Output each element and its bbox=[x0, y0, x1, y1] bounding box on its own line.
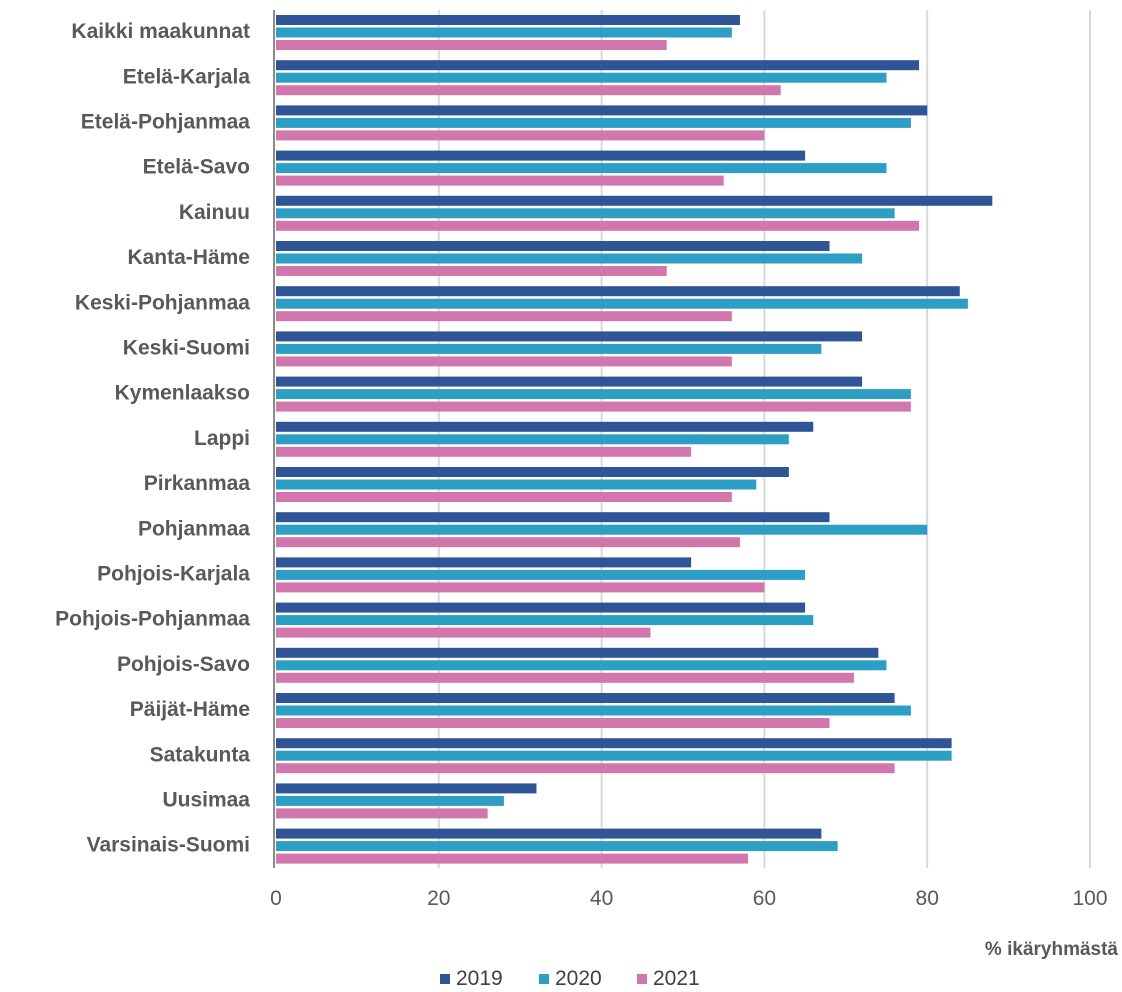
category-label: Etelä-Savo bbox=[143, 156, 250, 179]
bar-2019 bbox=[276, 738, 952, 749]
bar-2021 bbox=[276, 627, 651, 638]
legend-label: 2020 bbox=[555, 967, 602, 990]
bar-2021 bbox=[276, 266, 667, 276]
legend-swatch-2020 bbox=[539, 974, 549, 984]
bar-2020 bbox=[276, 705, 911, 716]
x-tick-labels: 0 20 40 60 80 100 bbox=[270, 887, 1107, 910]
bar-2019 bbox=[276, 557, 692, 568]
bar-2019 bbox=[276, 512, 830, 523]
bar-2019 bbox=[276, 105, 928, 116]
bar-2021 bbox=[276, 85, 781, 96]
bar-2019 bbox=[276, 331, 863, 342]
category-label: Pohjois-Pohjanmaa bbox=[55, 608, 250, 631]
bar-2020 bbox=[276, 343, 822, 354]
bar-2020 bbox=[276, 841, 838, 852]
category-label: Satakunta bbox=[150, 743, 251, 766]
bar-2019 bbox=[276, 241, 830, 251]
bar-2020 bbox=[276, 434, 789, 445]
bar-2021 bbox=[276, 401, 911, 412]
x-axis-title: % ikäryhmästä bbox=[985, 939, 1119, 960]
bar-2020 bbox=[276, 27, 732, 38]
category-labels: Kaikki maakunnat Etelä-Karjala Etelä-Pohja… bbox=[55, 20, 250, 857]
bar-2020 bbox=[276, 208, 895, 219]
x-tick-label: 100 bbox=[1072, 887, 1107, 910]
bar-2020 bbox=[276, 253, 863, 264]
bar-2019 bbox=[276, 693, 895, 703]
bar-2019 bbox=[276, 421, 814, 432]
legend-label: 2019 bbox=[456, 967, 503, 990]
bar-2020 bbox=[276, 72, 887, 83]
bar-2020 bbox=[276, 298, 968, 309]
bar-2020 bbox=[276, 615, 814, 626]
x-tick-label: 80 bbox=[916, 887, 939, 910]
bar-2021 bbox=[276, 175, 724, 186]
bar-2019 bbox=[276, 286, 960, 297]
bar-2019 bbox=[276, 467, 789, 477]
bar-2020 bbox=[276, 795, 504, 806]
bar-2021 bbox=[276, 311, 732, 322]
bar-2019 bbox=[276, 60, 920, 71]
bar-2021 bbox=[276, 582, 765, 593]
legend-swatch-2019 bbox=[440, 974, 450, 984]
legend-swatch-2021 bbox=[637, 974, 647, 984]
category-label: Uusimaa bbox=[162, 789, 250, 812]
category-label: Etelä-Pohjanmaa bbox=[81, 111, 251, 134]
bar-2019 bbox=[276, 150, 806, 161]
bar-2019 bbox=[276, 376, 863, 387]
x-tick-label: 60 bbox=[753, 887, 776, 910]
bar-2021 bbox=[276, 130, 765, 141]
bar-2020 bbox=[276, 479, 757, 490]
bar-2019 bbox=[276, 647, 879, 658]
x-tick-label: 40 bbox=[590, 887, 613, 910]
bar-2019 bbox=[276, 828, 822, 839]
bar-2021 bbox=[276, 808, 488, 819]
category-label: Pohjanmaa bbox=[138, 517, 250, 540]
category-label: Kanta-Häme bbox=[127, 246, 250, 269]
bar-2020 bbox=[276, 117, 911, 128]
bar-2021 bbox=[276, 718, 830, 728]
legend-label: 2021 bbox=[653, 967, 700, 990]
bar-2020 bbox=[276, 163, 887, 174]
category-label: Etelä-Karjala bbox=[123, 65, 251, 88]
category-label: Pohjois-Karjala bbox=[97, 563, 250, 586]
bar-2021 bbox=[276, 537, 740, 548]
bar-2021 bbox=[276, 672, 854, 683]
bar-2020 bbox=[276, 569, 806, 580]
legend: 2019 2020 2021 bbox=[440, 967, 700, 990]
bar-2021 bbox=[276, 220, 920, 231]
category-label: Keski-Suomi bbox=[123, 337, 250, 360]
bar-2020 bbox=[276, 750, 952, 761]
category-label: Varsinais-Suomi bbox=[87, 834, 250, 857]
bar-2021 bbox=[276, 40, 667, 50]
category-label: Päijät-Häme bbox=[130, 698, 250, 721]
bars bbox=[276, 15, 993, 864]
bar-2020 bbox=[276, 524, 928, 535]
category-label: Pohjois-Savo bbox=[117, 653, 250, 676]
bar-2019 bbox=[276, 195, 993, 206]
category-label: Kaikki maakunnat bbox=[71, 20, 250, 43]
category-label: Kymenlaakso bbox=[115, 382, 250, 405]
bar-2020 bbox=[276, 660, 887, 671]
bar-2019 bbox=[276, 602, 806, 613]
x-tick-label: 0 bbox=[270, 887, 282, 910]
category-label: Kainuu bbox=[179, 201, 250, 224]
x-tick-label: 20 bbox=[427, 887, 450, 910]
bar-2021 bbox=[276, 446, 692, 457]
bar-2021 bbox=[276, 763, 895, 774]
bar-2019 bbox=[276, 783, 537, 794]
category-label: Keski-Pohjanmaa bbox=[75, 291, 250, 314]
bar-2021 bbox=[276, 853, 749, 864]
bar-2021 bbox=[276, 356, 732, 367]
category-label: Pirkanmaa bbox=[144, 472, 251, 495]
bar-2020 bbox=[276, 389, 911, 400]
bar-2019 bbox=[276, 15, 740, 25]
bar-2021 bbox=[276, 492, 732, 502]
category-label: Lappi bbox=[194, 427, 250, 450]
